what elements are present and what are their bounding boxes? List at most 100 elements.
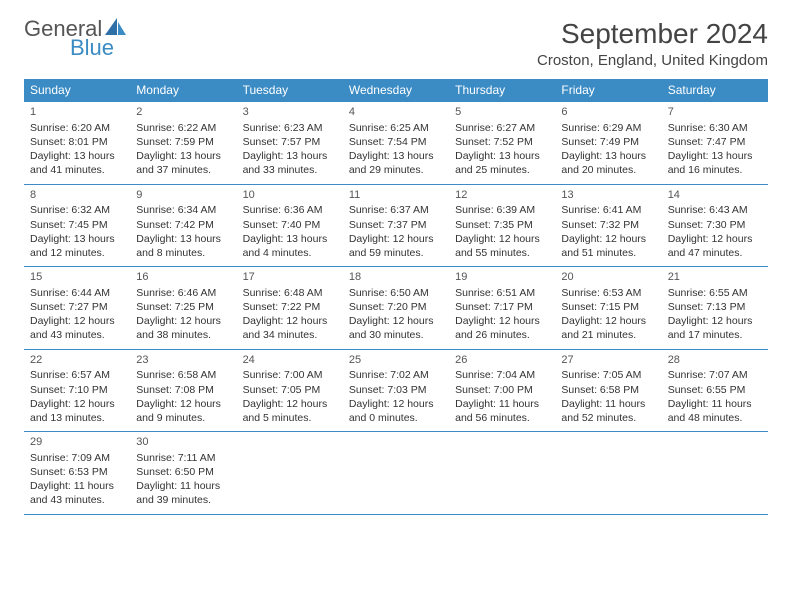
daylight-label: Daylight: 11 hours and 43 minutes. (30, 479, 124, 507)
sunset-label: Sunset: 7:22 PM (243, 300, 337, 314)
day-number: 19 (455, 270, 549, 285)
sunrise-label: Sunrise: 6:57 AM (30, 368, 124, 382)
daylight-label: Daylight: 12 hours and 43 minutes. (30, 314, 124, 342)
calendar-day-cell: 13Sunrise: 6:41 AMSunset: 7:32 PMDayligh… (555, 184, 661, 267)
daylight-label: Daylight: 13 hours and 37 minutes. (136, 149, 230, 177)
day-number: 16 (136, 270, 230, 285)
sunset-label: Sunset: 7:10 PM (30, 383, 124, 397)
day-number: 24 (243, 353, 337, 368)
sunset-label: Sunset: 7:15 PM (561, 300, 655, 314)
sunrise-label: Sunrise: 7:11 AM (136, 451, 230, 465)
calendar-week-row: 29Sunrise: 7:09 AMSunset: 6:53 PMDayligh… (24, 432, 768, 515)
day-number: 30 (136, 435, 230, 450)
sunset-label: Sunset: 8:01 PM (30, 135, 124, 149)
sunrise-label: Sunrise: 6:44 AM (30, 286, 124, 300)
calendar-week-row: 1Sunrise: 6:20 AMSunset: 8:01 PMDaylight… (24, 102, 768, 185)
day-number: 3 (243, 105, 337, 120)
daylight-label: Daylight: 13 hours and 33 minutes. (243, 149, 337, 177)
day-number: 6 (561, 105, 655, 120)
daylight-label: Daylight: 13 hours and 20 minutes. (561, 149, 655, 177)
day-number: 28 (668, 353, 762, 368)
calendar-day-cell: 29Sunrise: 7:09 AMSunset: 6:53 PMDayligh… (24, 432, 130, 515)
location-label: Croston, England, United Kingdom (537, 52, 768, 69)
day-number: 13 (561, 188, 655, 203)
daylight-label: Daylight: 12 hours and 21 minutes. (561, 314, 655, 342)
day-number: 1 (30, 105, 124, 120)
page-title: September 2024 (537, 18, 768, 50)
day-number: 23 (136, 353, 230, 368)
day-number: 25 (349, 353, 443, 368)
sunset-label: Sunset: 6:53 PM (30, 465, 124, 479)
sunrise-label: Sunrise: 6:22 AM (136, 121, 230, 135)
sunrise-label: Sunrise: 6:37 AM (349, 203, 443, 217)
sunset-label: Sunset: 7:45 PM (30, 218, 124, 232)
day-number: 20 (561, 270, 655, 285)
daylight-label: Daylight: 13 hours and 16 minutes. (668, 149, 762, 177)
calendar-day-cell: 15Sunrise: 6:44 AMSunset: 7:27 PMDayligh… (24, 267, 130, 350)
calendar-day-cell: 23Sunrise: 6:58 AMSunset: 7:08 PMDayligh… (130, 349, 236, 432)
day-number: 9 (136, 188, 230, 203)
daylight-label: Daylight: 13 hours and 8 minutes. (136, 232, 230, 260)
sunset-label: Sunset: 7:35 PM (455, 218, 549, 232)
daylight-label: Daylight: 13 hours and 12 minutes. (30, 232, 124, 260)
weekday-header: Thursday (449, 79, 555, 102)
calendar-day-cell: 10Sunrise: 6:36 AMSunset: 7:40 PMDayligh… (237, 184, 343, 267)
daylight-label: Daylight: 12 hours and 13 minutes. (30, 397, 124, 425)
sunrise-label: Sunrise: 6:58 AM (136, 368, 230, 382)
sunset-label: Sunset: 7:32 PM (561, 218, 655, 232)
calendar-day-cell: 4Sunrise: 6:25 AMSunset: 7:54 PMDaylight… (343, 102, 449, 185)
calendar-day-cell: 16Sunrise: 6:46 AMSunset: 7:25 PMDayligh… (130, 267, 236, 350)
daylight-label: Daylight: 12 hours and 59 minutes. (349, 232, 443, 260)
sunrise-label: Sunrise: 6:51 AM (455, 286, 549, 300)
calendar-empty-cell (343, 432, 449, 515)
day-number: 17 (243, 270, 337, 285)
sunset-label: Sunset: 7:42 PM (136, 218, 230, 232)
day-number: 5 (455, 105, 549, 120)
sunrise-label: Sunrise: 6:55 AM (668, 286, 762, 300)
sunset-label: Sunset: 7:37 PM (349, 218, 443, 232)
sunrise-label: Sunrise: 7:04 AM (455, 368, 549, 382)
sunset-label: Sunset: 7:00 PM (455, 383, 549, 397)
calendar-day-cell: 9Sunrise: 6:34 AMSunset: 7:42 PMDaylight… (130, 184, 236, 267)
sunset-label: Sunset: 7:27 PM (30, 300, 124, 314)
sunrise-label: Sunrise: 6:50 AM (349, 286, 443, 300)
calendar-day-cell: 20Sunrise: 6:53 AMSunset: 7:15 PMDayligh… (555, 267, 661, 350)
calendar-body: 1Sunrise: 6:20 AMSunset: 8:01 PMDaylight… (24, 102, 768, 515)
calendar-day-cell: 28Sunrise: 7:07 AMSunset: 6:55 PMDayligh… (662, 349, 768, 432)
calendar-week-row: 22Sunrise: 6:57 AMSunset: 7:10 PMDayligh… (24, 349, 768, 432)
sunset-label: Sunset: 7:20 PM (349, 300, 443, 314)
daylight-label: Daylight: 12 hours and 55 minutes. (455, 232, 549, 260)
day-number: 15 (30, 270, 124, 285)
sunset-label: Sunset: 6:50 PM (136, 465, 230, 479)
daylight-label: Daylight: 13 hours and 41 minutes. (30, 149, 124, 177)
day-number: 21 (668, 270, 762, 285)
calendar-table: SundayMondayTuesdayWednesdayThursdayFrid… (24, 79, 768, 515)
daylight-label: Daylight: 12 hours and 38 minutes. (136, 314, 230, 342)
sunset-label: Sunset: 7:25 PM (136, 300, 230, 314)
sunset-label: Sunset: 7:03 PM (349, 383, 443, 397)
daylight-label: Daylight: 11 hours and 48 minutes. (668, 397, 762, 425)
calendar-day-cell: 12Sunrise: 6:39 AMSunset: 7:35 PMDayligh… (449, 184, 555, 267)
sunrise-label: Sunrise: 7:05 AM (561, 368, 655, 382)
day-number: 27 (561, 353, 655, 368)
daylight-label: Daylight: 12 hours and 26 minutes. (455, 314, 549, 342)
sunset-label: Sunset: 7:40 PM (243, 218, 337, 232)
calendar-empty-cell (662, 432, 768, 515)
sunrise-label: Sunrise: 6:27 AM (455, 121, 549, 135)
daylight-label: Daylight: 12 hours and 5 minutes. (243, 397, 337, 425)
sunset-label: Sunset: 6:58 PM (561, 383, 655, 397)
calendar-day-cell: 27Sunrise: 7:05 AMSunset: 6:58 PMDayligh… (555, 349, 661, 432)
daylight-label: Daylight: 13 hours and 4 minutes. (243, 232, 337, 260)
day-number: 14 (668, 188, 762, 203)
daylight-label: Daylight: 12 hours and 9 minutes. (136, 397, 230, 425)
sunrise-label: Sunrise: 6:29 AM (561, 121, 655, 135)
sunset-label: Sunset: 7:54 PM (349, 135, 443, 149)
sunrise-label: Sunrise: 6:34 AM (136, 203, 230, 217)
calendar-day-cell: 30Sunrise: 7:11 AMSunset: 6:50 PMDayligh… (130, 432, 236, 515)
sunset-label: Sunset: 7:49 PM (561, 135, 655, 149)
sunset-label: Sunset: 7:17 PM (455, 300, 549, 314)
sunrise-label: Sunrise: 7:02 AM (349, 368, 443, 382)
sunrise-label: Sunrise: 6:36 AM (243, 203, 337, 217)
day-number: 12 (455, 188, 549, 203)
calendar-day-cell: 5Sunrise: 6:27 AMSunset: 7:52 PMDaylight… (449, 102, 555, 185)
